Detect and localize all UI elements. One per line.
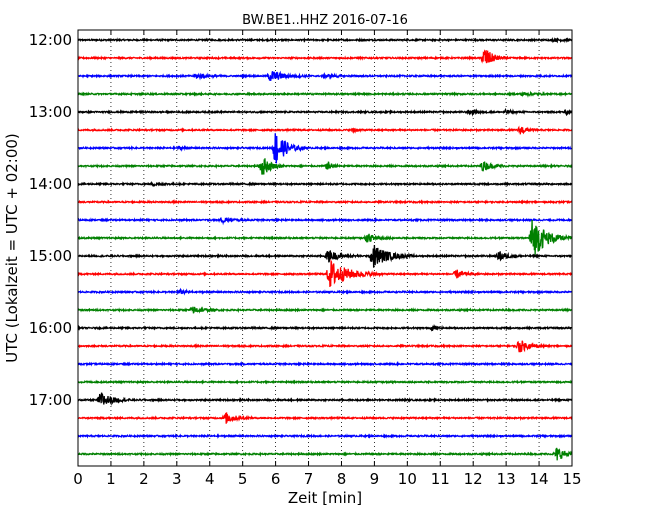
x-tick-label: 0 <box>73 470 83 488</box>
x-tick-label: 7 <box>304 470 314 488</box>
seismic-trace <box>77 412 573 424</box>
x-tick-label: 3 <box>172 470 182 488</box>
seismic-trace <box>77 180 573 188</box>
seismic-trace <box>77 447 573 461</box>
chart-title: BW.BE1..HHZ 2016-07-16 <box>242 13 408 28</box>
seismic-trace <box>77 392 573 406</box>
seismic-trace <box>77 107 573 117</box>
seismic-trace <box>77 306 573 314</box>
x-tick-label: 6 <box>271 470 281 488</box>
seismic-trace <box>77 70 573 81</box>
x-tick-label: 4 <box>205 470 215 488</box>
y-tick-label: 13:00 <box>29 103 72 121</box>
seismic-trace <box>77 340 573 353</box>
y-tick-label: 17:00 <box>29 391 72 409</box>
seismic-trace <box>77 158 573 175</box>
seismic-trace <box>77 219 573 256</box>
x-tick-label: 9 <box>370 470 380 488</box>
seismic-trace <box>77 49 573 64</box>
seismic-trace <box>77 216 573 226</box>
seismic-trace <box>77 379 573 385</box>
y-tick-label: 12:00 <box>29 31 72 49</box>
x-tick-label: 2 <box>139 470 149 488</box>
seismic-trace <box>77 360 573 367</box>
x-tick-label: 13 <box>497 470 516 488</box>
y-tick-label: 15:00 <box>29 247 72 265</box>
y-axis: 12:00 13:00 14:00 15:00 16:00 17:00 <box>29 31 572 409</box>
x-axis: 0 1 2 3 4 5 6 7 8 9 10 11 12 13 14 15 <box>73 30 582 488</box>
x-tick-label: 11 <box>431 470 450 488</box>
seismic-trace <box>77 36 573 44</box>
plot-frame <box>77 29 573 467</box>
seismic-trace <box>77 323 573 332</box>
seismic-trace <box>77 433 573 440</box>
seismic-trace <box>77 198 573 206</box>
x-tick-label: 12 <box>464 470 483 488</box>
y-tick-label: 14:00 <box>29 175 72 193</box>
seismic-trace <box>77 125 573 135</box>
seismic-trace <box>77 287 573 296</box>
x-tick-label: 15 <box>562 470 581 488</box>
x-axis-title: Zeit [min] <box>288 489 362 507</box>
x-tick-label: 10 <box>398 470 417 488</box>
y-axis-title: UTC (Lokalzeit = UTC + 02:00) <box>3 133 21 363</box>
grid-lines <box>78 30 572 466</box>
seismic-trace <box>77 90 573 98</box>
y-tick-label: 16:00 <box>29 319 72 337</box>
seismic-trace <box>77 133 573 164</box>
seismic-trace <box>77 258 573 287</box>
x-tick-label: 1 <box>106 470 116 488</box>
x-tick-label: 5 <box>238 470 248 488</box>
trace-group <box>77 36 573 461</box>
x-tick-label: 8 <box>337 470 347 488</box>
x-tick-label: 14 <box>530 470 549 488</box>
seismic-trace <box>77 245 573 268</box>
